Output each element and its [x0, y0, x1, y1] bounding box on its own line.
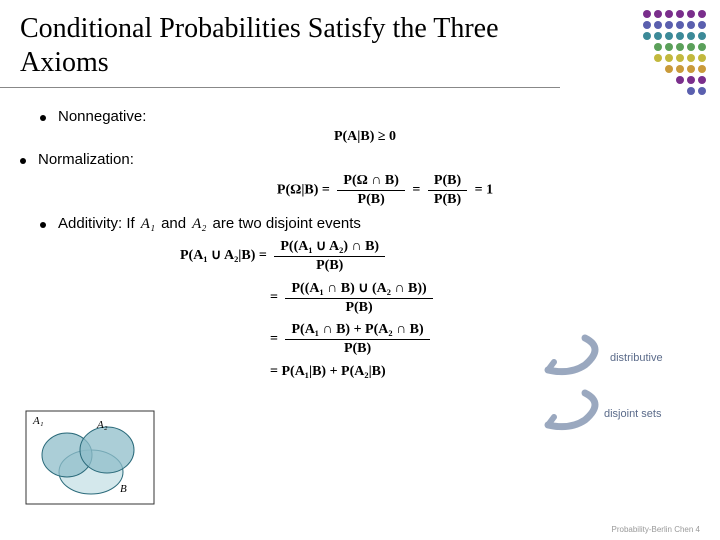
bullet-label-nonnegative: Nonnegative:: [58, 108, 146, 125]
title-section: Conditional Probabilities Satisfy the Th…: [0, 0, 560, 88]
corner-dots-decoration: [618, 8, 708, 108]
norm-lhs: P(Ω|B) =: [277, 183, 330, 198]
add-prefix: Additivity: If: [58, 215, 135, 232]
svg-text:A₁: A₁: [32, 415, 44, 427]
venn-diagram: A₁ A₂ B: [25, 410, 155, 505]
venn-svg: A₁ A₂ B: [25, 410, 155, 505]
add-a2: A₂: [192, 216, 206, 233]
bullet-dot: [40, 115, 46, 121]
formula-normalization: P(Ω|B) = P(Ω ∩ B) P(B) = P(B) P(B) = 1: [40, 172, 690, 209]
page-title: Conditional Probabilities Satisfy the Th…: [20, 12, 540, 79]
add-num3: P(A₁ ∩ B) + P(A₂ ∩ B): [285, 321, 429, 340]
add-den1: P(B): [274, 257, 385, 275]
arrow-distributive: [540, 330, 620, 380]
norm-den1: P(B): [337, 191, 405, 209]
add-num1: P((A₁ ∪ A₂) ∩ B): [274, 237, 385, 257]
bullet-label-normalization: Normalization:: [38, 151, 134, 168]
formula-additivity-1: P(A₁ ∪ A₂|B) = P((A₁ ∪ A₂) ∩ B) P(B): [40, 237, 690, 275]
bullet-dot: [20, 158, 26, 164]
dots-svg: [618, 8, 708, 108]
add-frac-2: P((A₁ ∩ B) ∪ (A₂ ∩ B)) P(B): [285, 279, 432, 317]
bullet-normalization: Normalization:: [20, 151, 690, 168]
bullet-label-additivity: Additivity: If A₁ and A₂ are two disjoin…: [58, 215, 361, 233]
add-lhs: P(A₁ ∪ A₂|B) =: [180, 248, 267, 263]
eq3: =: [270, 332, 278, 347]
formula-additivity-2: = P((A₁ ∩ B) ∪ (A₂ ∩ B)) P(B): [40, 279, 690, 317]
footer-note: Probability-Berlin Chen 4: [612, 525, 701, 534]
annotation-distributive: distributive: [610, 352, 663, 364]
svg-text:B: B: [120, 483, 127, 495]
svg-text:A₂: A₂: [96, 419, 108, 431]
bullet-nonnegative: Nonnegative:: [40, 108, 690, 125]
norm-frac-2: P(B) P(B): [428, 172, 467, 209]
annotation-disjoint: disjoint sets: [604, 408, 661, 420]
formula-nonnegative: P(A|B) ≥ 0: [40, 129, 690, 145]
formula-nonneg-text: P(A|B) ≥ 0: [334, 129, 396, 144]
add-frac-3: P(A₁ ∩ B) + P(A₂ ∩ B) P(B): [285, 321, 429, 358]
bullet-dot: [40, 222, 46, 228]
add-final: = P(A₁|B) + P(A₂|B): [270, 364, 386, 379]
add-a1: A₁: [141, 216, 155, 233]
norm-eq1: = 1: [475, 183, 493, 198]
add-den2: P(B): [285, 299, 432, 317]
eq2: =: [270, 290, 278, 305]
bullet-additivity: Additivity: If A₁ and A₂ are two disjoin…: [40, 215, 690, 233]
norm-num1: P(Ω ∩ B): [337, 172, 405, 191]
add-and: and: [161, 215, 186, 232]
norm-frac-1: P(Ω ∩ B) P(B): [337, 172, 405, 209]
add-frac-1: P((A₁ ∪ A₂) ∩ B) P(B): [274, 237, 385, 275]
add-den3: P(B): [285, 340, 429, 358]
norm-num2: P(B): [428, 172, 467, 191]
add-num2: P((A₁ ∩ B) ∪ (A₂ ∩ B)): [285, 279, 432, 299]
add-suffix: are two disjoint events: [213, 215, 361, 232]
norm-den2: P(B): [428, 191, 467, 209]
